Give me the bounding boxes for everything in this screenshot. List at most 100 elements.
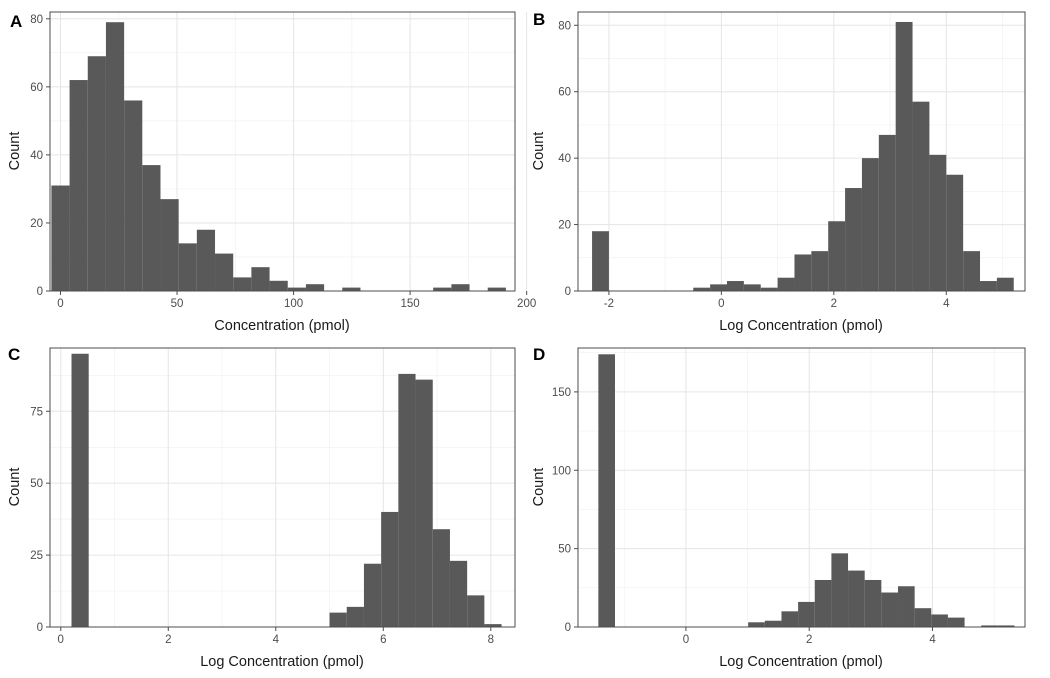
histogram-bar (946, 174, 964, 291)
histogram-bar (484, 624, 502, 627)
histogram-bar (305, 284, 325, 291)
x-tick-label: 2 (806, 634, 812, 646)
y-tick-label: 25 (30, 550, 43, 562)
histogram-bar (861, 158, 879, 291)
y-axis-title: Count (531, 468, 547, 507)
histogram-bar (831, 553, 849, 627)
histogram-bar (996, 277, 1014, 291)
y-tick-label: 60 (558, 87, 571, 99)
histogram-bar (87, 56, 106, 292)
x-tick-label: 0 (683, 634, 689, 646)
panel-a: 0 50 100 150 200 0 20 40 60 80 Concentration (pmol… (7, 11, 536, 334)
histogram-bar (997, 625, 1015, 627)
y-axis-title: Count (7, 132, 23, 171)
histogram-bar (743, 284, 761, 291)
histogram-bar (51, 185, 70, 291)
histogram-bar (897, 586, 915, 627)
histogram-bar (415, 379, 433, 627)
y-tick-label: 40 (558, 153, 571, 165)
x-tick-label: 200 (517, 298, 536, 310)
y-tick-label: 80 (30, 14, 43, 26)
x-tick-label: 0 (58, 634, 64, 646)
y-tick-label: 150 (552, 387, 571, 399)
histogram-bar (980, 281, 997, 291)
panel-c: 0 2 4 6 8 0 25 50 75 Log Concentration (pmol) Coun… (7, 345, 516, 670)
panel-label: A (10, 12, 22, 31)
x-tick-label: 0 (718, 298, 724, 310)
histogram-bar (287, 287, 306, 291)
y-tick-label: 60 (30, 82, 43, 94)
panel-label: C (8, 345, 20, 364)
histogram-bar (342, 287, 361, 291)
histogram-bar (693, 287, 711, 291)
x-tick-label: 50 (171, 298, 184, 310)
x-axis-title: Log Concentration (pmol) (200, 654, 364, 670)
histogram-bar (592, 231, 609, 291)
histogram-bar (160, 199, 179, 291)
histogram-bar (451, 284, 470, 291)
histogram-bar (178, 243, 197, 291)
y-tick-label: 0 (37, 622, 43, 634)
histogram-bar (398, 373, 416, 627)
histogram-bar (814, 579, 832, 627)
x-tick-label: 8 (488, 634, 494, 646)
histogram-bar (864, 579, 882, 627)
x-tick-label: -2 (604, 298, 614, 310)
y-tick-label: 50 (558, 544, 571, 556)
histogram-bar (878, 134, 896, 291)
histogram-bar (346, 606, 364, 627)
panel-border (577, 347, 1026, 628)
histogram-bar (105, 22, 125, 292)
histogram-bar (710, 284, 727, 291)
panel-border (577, 11, 1026, 292)
histogram-bar (449, 560, 468, 627)
histogram-bar (467, 595, 485, 627)
panel-label: B (533, 10, 545, 29)
histogram-bar (329, 612, 347, 627)
x-axis-title: Concentration (pmol) (214, 318, 349, 334)
histogram-bar (124, 100, 143, 292)
histogram-bar (895, 21, 913, 291)
panel-border (49, 11, 516, 292)
panel-d: 0 2 4 0 50 100 150 Log Concentration (pmol) Coun… (531, 345, 1026, 670)
x-tick-label: 150 (401, 298, 420, 310)
y-tick-label: 100 (552, 465, 571, 477)
histogram-bar (215, 253, 234, 291)
y-tick-label: 50 (30, 478, 43, 490)
x-tick-label: 2 (831, 298, 837, 310)
histogram-bar (914, 608, 932, 627)
histogram-bar (848, 570, 865, 627)
y-tick-label: 20 (30, 218, 43, 230)
histogram-bar (981, 625, 998, 627)
histogram-bar (777, 277, 795, 291)
histogram-bar (432, 529, 450, 627)
y-tick-label: 40 (30, 150, 43, 162)
histogram-bar (798, 601, 815, 627)
x-axis-title: Log Concentration (pmol) (719, 318, 883, 334)
histogram-bar (828, 221, 846, 291)
histogram-bar (931, 614, 948, 627)
histogram-bar (251, 267, 270, 291)
histogram-bar (748, 622, 765, 627)
histogram-bar (947, 617, 965, 627)
histogram-bar (781, 611, 799, 627)
histogram-bar (69, 80, 88, 291)
histogram-bar (760, 287, 778, 291)
x-tick-label: 4 (943, 298, 950, 310)
y-tick-label: 75 (30, 406, 43, 418)
histogram-bar (269, 280, 288, 291)
x-axis-title: Log Concentration (pmol) (719, 654, 883, 670)
histogram-bar (764, 620, 782, 627)
histogram-bar (433, 287, 452, 291)
histogram-bar (142, 165, 161, 291)
x-tick-label: 0 (57, 298, 63, 310)
histogram-bar (71, 353, 89, 627)
x-tick-label: 2 (165, 634, 171, 646)
y-tick-label: 80 (558, 20, 571, 32)
histogram-bar (881, 592, 898, 627)
y-axis-title: Count (7, 468, 23, 507)
y-tick-label: 0 (565, 286, 571, 298)
histogram-bar (598, 354, 615, 627)
y-tick-label: 0 (37, 286, 43, 298)
